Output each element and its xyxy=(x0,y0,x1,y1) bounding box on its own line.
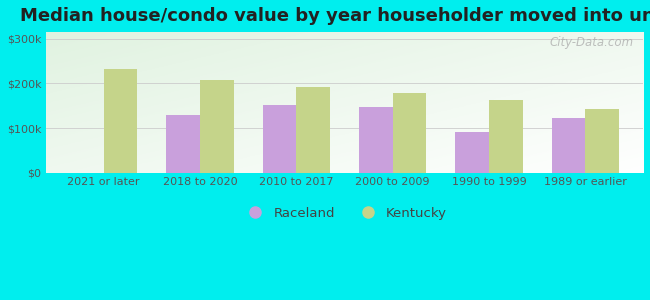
Bar xyxy=(296,86,330,172)
Legend: Raceland, Kentucky: Raceland, Kentucky xyxy=(237,202,452,225)
Bar xyxy=(489,100,523,172)
Bar xyxy=(103,69,137,172)
Title: Median house/condo value by year householder moved into unit: Median house/condo value by year househo… xyxy=(20,7,650,25)
Bar xyxy=(359,106,393,172)
Bar xyxy=(166,115,200,172)
Bar xyxy=(263,105,296,172)
Bar xyxy=(552,118,585,172)
Bar xyxy=(393,93,426,172)
Bar xyxy=(200,80,233,172)
Bar xyxy=(455,133,489,172)
Bar xyxy=(585,109,619,172)
Text: City-Data.com: City-Data.com xyxy=(550,36,634,49)
